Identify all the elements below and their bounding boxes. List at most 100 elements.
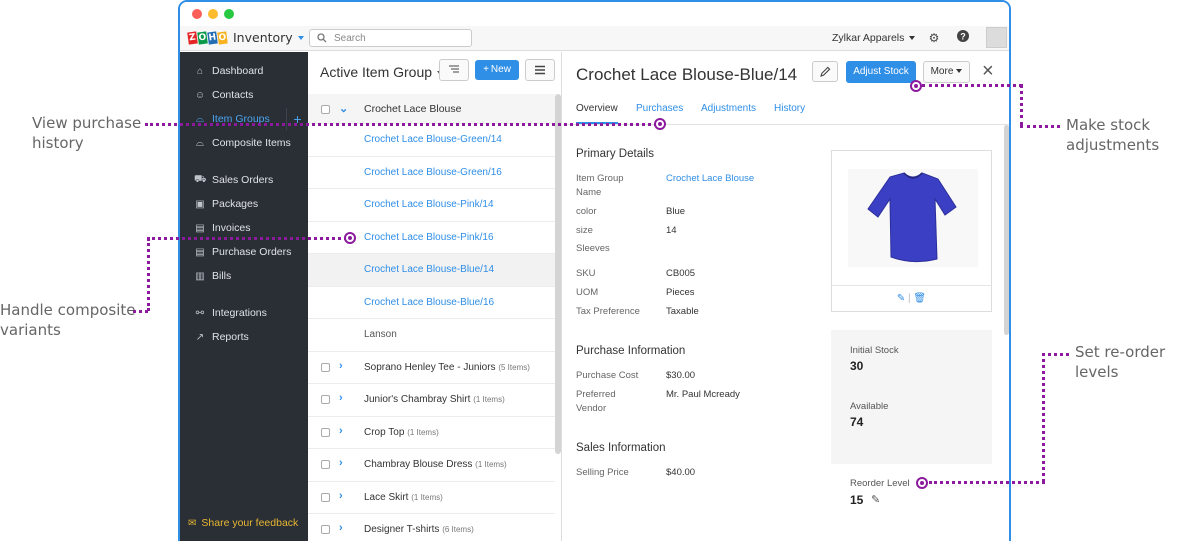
item-group-link[interactable]: Crochet Lace Blouse bbox=[666, 173, 755, 184]
callout-marker bbox=[654, 118, 666, 130]
sidebar-item-sales-orders[interactable]: ⛟ Sales Orders bbox=[180, 169, 308, 191]
table-row[interactable]: › Junior's Chambray Shirt (1 Items) bbox=[308, 384, 555, 417]
tab-adjustments[interactable]: Adjustments bbox=[701, 103, 757, 114]
adjust-stock-button[interactable]: Adjust Stock bbox=[846, 61, 916, 83]
sidebar-item-integrations[interactable]: ⚯ Integrations bbox=[180, 302, 308, 324]
annotation-line-1: View purchase bbox=[32, 114, 142, 132]
chevron-right-icon[interactable]: › bbox=[339, 522, 343, 534]
row-checkbox[interactable] bbox=[321, 105, 330, 114]
search-box[interactable] bbox=[309, 29, 472, 47]
field-label: Purchase Cost bbox=[576, 370, 639, 381]
table-row[interactable]: Crochet Lace Blouse-Green/16 bbox=[308, 157, 555, 189]
avatar[interactable] bbox=[986, 27, 1007, 48]
share-feedback-link[interactable]: ✉ Share your feedback bbox=[188, 517, 298, 529]
field-value: 14 bbox=[666, 225, 677, 236]
chevron-right-icon[interactable]: › bbox=[339, 392, 343, 404]
callout-marker bbox=[910, 80, 922, 92]
sidebar-item-item-groups[interactable]: ⌓ Item Groups + bbox=[180, 108, 308, 130]
variant-link[interactable]: Crochet Lace Blouse-Blue/14 bbox=[364, 264, 495, 275]
annotation-line-1: Handle composite bbox=[0, 301, 136, 319]
field-label: color bbox=[576, 206, 597, 217]
sidebar-item-composite-items[interactable]: ⌓ Composite Items bbox=[180, 132, 308, 154]
chevron-right-icon[interactable]: › bbox=[339, 457, 343, 469]
table-row[interactable]: Crochet Lace Blouse-Pink/14 bbox=[308, 189, 555, 222]
table-row[interactable]: › Designer T-shirts (6 Items) bbox=[308, 514, 555, 541]
table-row[interactable]: Crochet Lace Blouse-Green/14 bbox=[308, 124, 555, 157]
maximize-window-button[interactable] bbox=[224, 9, 234, 19]
table-row[interactable]: Crochet Lace Blouse-Blue/14 bbox=[308, 254, 555, 287]
bill-icon: ▥ bbox=[195, 270, 205, 282]
tab-overview[interactable]: Overview bbox=[576, 103, 618, 124]
row-checkbox[interactable] bbox=[321, 427, 330, 437]
row-checkbox[interactable] bbox=[321, 492, 330, 502]
help-icon[interactable]: ? bbox=[955, 30, 971, 46]
list-view-selector[interactable]: Active Item Group bbox=[320, 64, 444, 80]
field-label: UOM bbox=[576, 287, 599, 298]
table-row[interactable]: Crochet Lace Blouse-Blue/16 bbox=[308, 287, 555, 319]
edit-item-button[interactable] bbox=[812, 61, 838, 82]
tshirt-icon bbox=[867, 172, 957, 263]
table-row[interactable]: › Chambray Blouse Dress (1 Items) bbox=[308, 449, 555, 482]
table-row[interactable]: › Lace Skirt (1 Items) bbox=[308, 482, 555, 514]
organization-switcher[interactable]: Zylkar Apparels bbox=[832, 32, 916, 44]
sidebar-item-reports[interactable]: ↗ Reports bbox=[180, 326, 308, 348]
delete-image-icon[interactable]: 🗑 bbox=[913, 293, 927, 304]
sidebar-item-packages[interactable]: ▣ Packages bbox=[180, 193, 308, 215]
annotation-handle-composite-variants: Handle composite variants bbox=[0, 300, 136, 340]
sidebar-item-contacts[interactable]: ☺ Contacts bbox=[180, 84, 308, 106]
variant-link[interactable]: Crochet Lace Blouse-Green/16 bbox=[364, 166, 502, 178]
close-icon[interactable]: × bbox=[982, 60, 994, 82]
annotation-line-2: history bbox=[32, 134, 84, 152]
row-checkbox[interactable] bbox=[321, 460, 330, 469]
table-row[interactable]: Lanson bbox=[308, 319, 555, 352]
sidebar-item-label: Integrations bbox=[212, 307, 267, 319]
table-row[interactable]: Crochet Lace Blouse-Pink/16 bbox=[308, 222, 555, 254]
row-checkbox[interactable] bbox=[321, 362, 330, 372]
sidebar-item-bills[interactable]: ▥ Bills bbox=[180, 265, 308, 287]
gear-icon[interactable]: ⚙ bbox=[928, 31, 940, 45]
sidebar-item-purchase-orders[interactable]: ▤ Purchase Orders bbox=[180, 241, 308, 263]
annotation-line-1: Make stock bbox=[1066, 116, 1151, 134]
sidebar-item-invoices[interactable]: ▤ Invoices bbox=[180, 217, 308, 239]
variant-link[interactable]: Crochet Lace Blouse-Pink/16 bbox=[364, 231, 494, 243]
item-group-label: Lace Skirt (1 Items) bbox=[364, 492, 443, 503]
sidebar-item-dashboard[interactable]: ⌂ Dashboard bbox=[180, 60, 308, 82]
variant-link[interactable]: Crochet Lace Blouse-Pink/14 bbox=[364, 199, 494, 210]
minimize-window-button[interactable] bbox=[208, 9, 218, 19]
table-row[interactable]: › Soprano Henley Tee - Juniors (5 Items) bbox=[308, 352, 555, 384]
list-scrollbar[interactable] bbox=[555, 94, 561, 454]
more-options-button[interactable]: More bbox=[923, 61, 970, 83]
new-item-button[interactable]: + New bbox=[475, 60, 519, 80]
product-image[interactable] bbox=[848, 169, 978, 267]
pencil-icon[interactable]: ✎ bbox=[871, 494, 881, 506]
chevron-right-icon[interactable]: › bbox=[339, 359, 343, 372]
detail-scrollbar[interactable] bbox=[1004, 125, 1009, 335]
close-window-button[interactable] bbox=[192, 9, 202, 19]
sort-options-button[interactable] bbox=[439, 59, 469, 81]
connector-reorder-levels bbox=[1042, 353, 1045, 482]
row-checkbox[interactable] bbox=[321, 525, 330, 534]
row-checkbox[interactable] bbox=[321, 395, 330, 404]
list-menu-button[interactable] bbox=[525, 59, 555, 81]
tab-purchases[interactable]: Purchases bbox=[636, 103, 684, 114]
chevron-right-icon[interactable]: › bbox=[339, 424, 343, 437]
chevron-down-icon[interactable]: ⌄ bbox=[339, 103, 349, 115]
search-input[interactable] bbox=[334, 31, 466, 45]
app-logo[interactable]: Z O H O Inventory bbox=[187, 30, 304, 45]
box-icon: ▣ bbox=[195, 198, 205, 210]
edit-image-icon[interactable]: ✎ bbox=[896, 293, 906, 304]
table-row[interactable]: ⌄ Crochet Lace Blouse bbox=[308, 94, 555, 124]
item-group-label: Designer T-shirts (6 Items) bbox=[364, 524, 474, 535]
add-item-group-button[interactable]: + bbox=[286, 108, 308, 130]
tab-history[interactable]: History bbox=[774, 103, 806, 114]
field-label-preferred-vendor: Preferred Vendor bbox=[576, 388, 616, 416]
annotation-line-2: adjustments bbox=[1066, 136, 1160, 154]
variant-link[interactable]: Crochet Lace Blouse-Green/14 bbox=[364, 134, 502, 145]
table-row[interactable]: › Crop Top (1 Items) bbox=[308, 417, 555, 449]
purchase-information-heading: Purchase Information bbox=[576, 345, 686, 357]
field-value: Mr. Paul Mcready bbox=[666, 389, 740, 400]
sidebar-item-label: Composite Items bbox=[212, 137, 291, 149]
chevron-right-icon[interactable]: › bbox=[339, 489, 343, 502]
variant-link[interactable]: Crochet Lace Blouse-Blue/16 bbox=[364, 296, 495, 308]
item-group-name: Lace Skirt bbox=[364, 491, 409, 503]
